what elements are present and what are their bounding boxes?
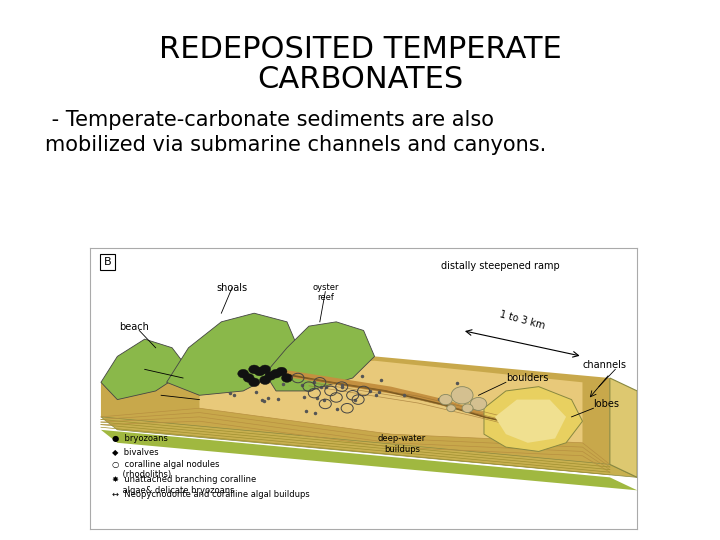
Text: factory: factory (112, 364, 146, 374)
Text: beach: beach (119, 322, 149, 332)
Circle shape (470, 397, 487, 410)
Text: ○  coralline algal nodules
    (rhodoliths): ○ coralline algal nodules (rhodoliths) (112, 460, 220, 480)
Polygon shape (101, 430, 637, 490)
Text: lobes: lobes (593, 399, 619, 409)
Circle shape (254, 367, 265, 376)
Circle shape (451, 387, 473, 404)
Text: ↔  Neopycnodonte and coralline algal buildups: ↔ Neopycnodonte and coralline algal buil… (112, 490, 310, 500)
Circle shape (248, 378, 260, 387)
Text: ✸  unattached branching coralline
    algae& delicate bryozoans: ✸ unattached branching coralline algae& … (112, 475, 256, 495)
Circle shape (282, 374, 292, 382)
Polygon shape (101, 356, 610, 464)
Text: REDEPOSITED TEMPERATE: REDEPOSITED TEMPERATE (158, 36, 562, 64)
Polygon shape (101, 339, 189, 400)
Text: 1 to 3 km: 1 to 3 km (498, 309, 546, 330)
Polygon shape (265, 322, 374, 391)
Text: shoals: shoals (217, 283, 248, 293)
Circle shape (248, 365, 260, 374)
Polygon shape (101, 417, 637, 477)
Text: ●  bryozoans: ● bryozoans (112, 434, 168, 443)
Polygon shape (166, 313, 298, 395)
Circle shape (447, 405, 456, 411)
Circle shape (271, 369, 282, 378)
Polygon shape (610, 378, 637, 477)
Circle shape (276, 367, 287, 376)
Polygon shape (484, 387, 582, 451)
Polygon shape (495, 400, 566, 443)
Text: tempestite
beds: tempestite beds (112, 377, 158, 396)
Text: distally steepened ramp: distally steepened ramp (441, 261, 559, 272)
Text: boulders: boulders (506, 373, 548, 383)
Polygon shape (282, 369, 528, 430)
Circle shape (238, 369, 248, 378)
Text: B: B (104, 257, 112, 267)
Text: ◆  bivalves: ◆ bivalves (112, 447, 158, 456)
Polygon shape (199, 361, 582, 443)
Circle shape (462, 404, 473, 413)
Text: CARBONATES: CARBONATES (257, 65, 463, 94)
Text: - Temperate-carbonate sediments are also: - Temperate-carbonate sediments are also (45, 110, 494, 130)
Text: deep-water
buildups: deep-water buildups (378, 434, 426, 454)
Text: channels: channels (582, 360, 626, 370)
Circle shape (439, 394, 452, 405)
Circle shape (243, 374, 254, 382)
Circle shape (260, 365, 271, 374)
Text: oyster
reef: oyster reef (312, 283, 338, 302)
Circle shape (265, 372, 276, 380)
Text: mobilized via submarine channels and canyons.: mobilized via submarine channels and can… (45, 135, 546, 155)
Circle shape (260, 376, 271, 384)
